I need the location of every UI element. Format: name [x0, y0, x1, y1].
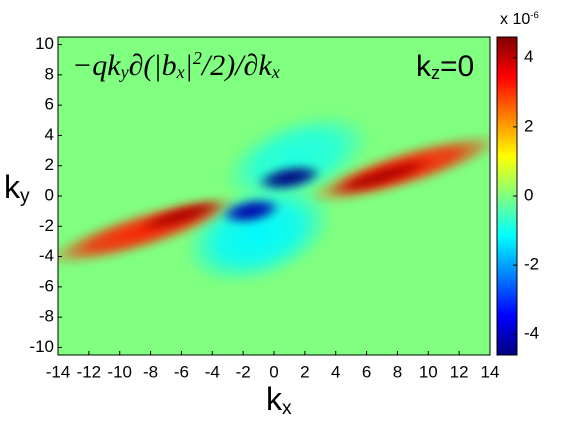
label-part: y — [119, 62, 129, 82]
label-part: x — [271, 62, 280, 82]
label: kz=0 — [416, 50, 474, 83]
y-tick-label: 4 — [45, 125, 54, 144]
x-tick-label: -14 — [46, 362, 71, 381]
label-part: -6 — [530, 10, 539, 21]
x-tick-label: 12 — [450, 362, 469, 381]
label: −qky∂(|bx|2/2)/∂kx — [72, 48, 280, 82]
blob — [330, 158, 434, 195]
label-part: k — [416, 50, 432, 83]
y-tick-label: -6 — [39, 276, 54, 295]
blob — [220, 198, 282, 225]
x-tick-label: 6 — [362, 362, 371, 381]
y-tick-label: 2 — [45, 155, 54, 174]
colorbar-tick-label: 0 — [524, 185, 533, 204]
y-tick-label: 6 — [45, 95, 54, 114]
y-tick-label: 0 — [45, 185, 54, 204]
label-part: k — [4, 169, 21, 205]
y-tick-label: 8 — [45, 64, 54, 83]
y-tick-label: -4 — [39, 246, 54, 265]
x-tick-label: -8 — [143, 362, 158, 381]
y-tick-label: -10 — [29, 337, 54, 356]
x-tick-label: 0 — [269, 362, 278, 381]
colorbar-tick-label: 2 — [524, 116, 533, 135]
label-part: y — [20, 186, 30, 207]
label-part: ∂(|b — [129, 49, 177, 82]
colorbar-tick-label: 4 — [524, 47, 533, 66]
y-tick-label: -8 — [39, 307, 54, 326]
label: x 10-6 — [500, 10, 539, 28]
blob — [137, 199, 226, 232]
label: ky — [4, 169, 30, 206]
x-tick-label: 8 — [393, 362, 402, 381]
label-part: /2)/∂k — [200, 49, 272, 82]
x-tick-label: -2 — [236, 362, 251, 381]
x-tick-label: 10 — [419, 362, 438, 381]
y-tick-label: 10 — [35, 34, 54, 53]
label-part: x — [176, 62, 185, 82]
colorbar-tick-label: -4 — [524, 324, 539, 343]
x-tick-label: -6 — [174, 362, 189, 381]
label-part: 2 — [193, 48, 202, 68]
label-part: −qk — [72, 49, 121, 82]
label-part: =0 — [440, 50, 474, 83]
x-tick-label: -12 — [77, 362, 102, 381]
label: kx — [266, 381, 292, 418]
label-part: k — [266, 381, 283, 417]
x-tick-label: 14 — [481, 362, 500, 381]
x-tick-label: 2 — [300, 362, 309, 381]
x-tick-label: 4 — [331, 362, 340, 381]
field — [58, 113, 490, 285]
x-tick-label: -10 — [107, 362, 132, 381]
label-part: x 10 — [500, 11, 530, 28]
label-part: | — [185, 49, 193, 82]
colorbar-tick-label: -2 — [524, 255, 539, 274]
y-tick-label: -2 — [39, 216, 54, 235]
label-part: z — [431, 63, 440, 83]
label-part: x — [282, 398, 292, 419]
x-tick-label: -4 — [205, 362, 220, 381]
blob — [255, 164, 323, 192]
